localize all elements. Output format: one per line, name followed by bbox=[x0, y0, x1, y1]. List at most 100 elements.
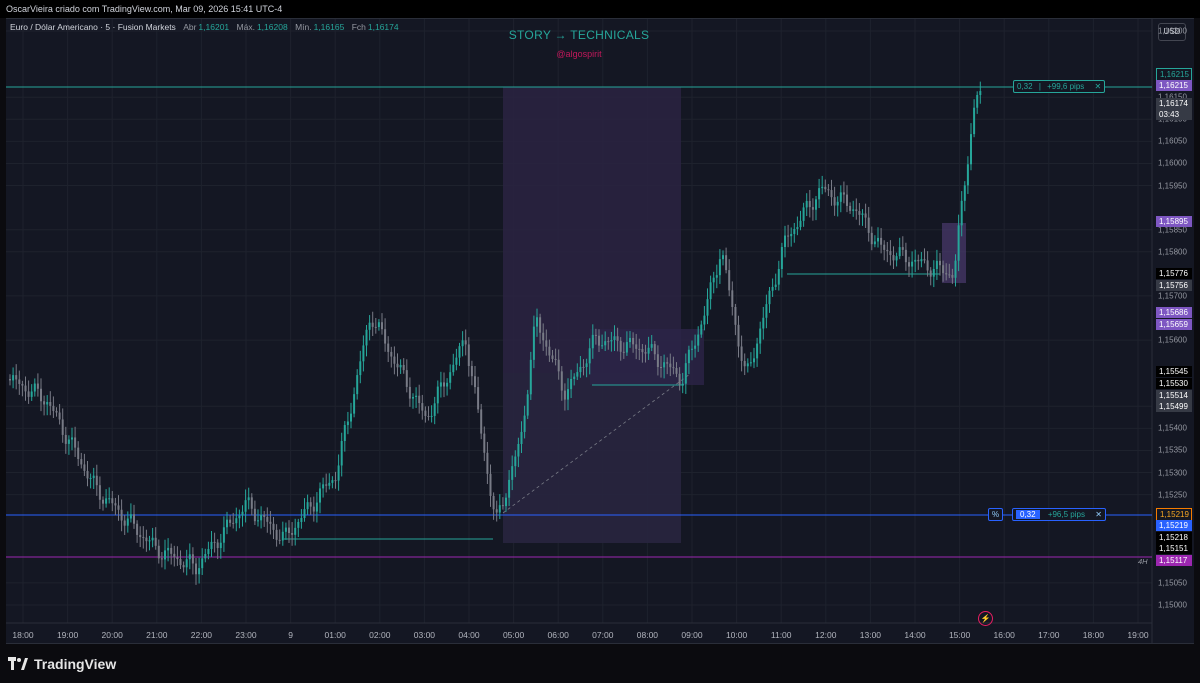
price-label-16215: 1,16215 bbox=[1156, 80, 1192, 91]
price-label-15514: 1,15514 bbox=[1156, 390, 1192, 401]
candle-body bbox=[461, 340, 464, 347]
candle-body bbox=[759, 328, 762, 344]
candle-body bbox=[204, 554, 207, 559]
candle-body bbox=[811, 207, 814, 210]
candle-body bbox=[253, 508, 256, 522]
time-tick-label: 09:00 bbox=[681, 630, 703, 640]
price-tick-label: 1,15300 bbox=[1158, 468, 1187, 478]
candle-body bbox=[412, 396, 414, 399]
candle-body bbox=[346, 421, 349, 426]
candle-body bbox=[616, 336, 619, 341]
candle-body bbox=[855, 209, 858, 212]
candle-body bbox=[377, 322, 380, 328]
candle-body bbox=[89, 478, 92, 480]
candle-body bbox=[694, 345, 697, 349]
candle-body bbox=[883, 244, 886, 250]
time-tick-label: 15:00 bbox=[948, 630, 971, 640]
time-tick-label: 01:00 bbox=[324, 630, 346, 640]
candle-body bbox=[102, 499, 104, 504]
candle-body bbox=[768, 290, 771, 305]
candle-body bbox=[247, 497, 250, 501]
alert-bottom-qty: 0,32 bbox=[1016, 510, 1040, 519]
candle-body bbox=[700, 324, 703, 335]
candle-body bbox=[402, 364, 405, 371]
candle-body bbox=[567, 389, 569, 400]
candle-body bbox=[582, 366, 585, 368]
tradingview-mark-icon bbox=[8, 657, 28, 670]
candle-body bbox=[827, 189, 830, 191]
candle-body bbox=[598, 335, 600, 346]
price-plot[interactable] bbox=[6, 19, 1192, 643]
current-price: 1,16174 bbox=[1159, 99, 1188, 108]
candle-body bbox=[771, 286, 774, 291]
candle-body bbox=[126, 518, 129, 526]
session-box-upper bbox=[503, 87, 681, 373]
candle-body bbox=[954, 260, 957, 278]
candle-body bbox=[284, 527, 287, 532]
candle-body bbox=[269, 521, 272, 524]
time-tick-label: 11:00 bbox=[770, 630, 792, 640]
candle-body bbox=[526, 394, 529, 416]
candle-body bbox=[291, 532, 294, 535]
lightning-icon[interactable]: ⚡ bbox=[978, 611, 993, 626]
candle-body bbox=[895, 256, 898, 261]
candle-body bbox=[43, 401, 46, 405]
candle-body bbox=[762, 317, 765, 329]
candle-body bbox=[687, 349, 690, 364]
footer: TradingView bbox=[0, 644, 1200, 683]
high-label: Máx. bbox=[236, 22, 255, 32]
alert-bottom-close-icon[interactable]: ✕ bbox=[1095, 510, 1102, 519]
candle-body bbox=[207, 548, 210, 555]
candle-body bbox=[821, 186, 824, 189]
candle-body bbox=[464, 340, 467, 345]
currency-button[interactable]: USD bbox=[1158, 23, 1186, 41]
candle-body bbox=[49, 401, 52, 406]
time-tick-label: 03:00 bbox=[413, 630, 436, 640]
candle-body bbox=[415, 395, 418, 397]
time-tick-label: 22:00 bbox=[190, 630, 213, 640]
candle-body bbox=[706, 299, 709, 316]
candle-body bbox=[715, 275, 718, 278]
alert-top-close-icon[interactable]: ✕ bbox=[1094, 82, 1102, 91]
candle-body bbox=[957, 225, 960, 261]
candle-body bbox=[170, 547, 173, 554]
candle-body bbox=[64, 434, 67, 444]
candle-body bbox=[371, 322, 374, 327]
candle-body bbox=[629, 337, 631, 343]
target-alert-bottom[interactable]: 0,32 +96,5 pips ✕ bbox=[1012, 508, 1106, 521]
candle-body bbox=[213, 541, 216, 543]
candle-body bbox=[272, 523, 275, 530]
candle-body bbox=[545, 340, 548, 347]
price-label-15530: 1,15530 bbox=[1156, 378, 1192, 389]
candle-body bbox=[436, 386, 439, 404]
timeframe-tag: 4H bbox=[1138, 557, 1148, 566]
candle-body bbox=[675, 367, 678, 374]
candle-body bbox=[55, 410, 58, 413]
target-alert-top[interactable]: 0,32 | +99,6 pips ✕ bbox=[1013, 80, 1106, 93]
candle-body bbox=[40, 388, 42, 402]
candle-body bbox=[334, 480, 337, 482]
candle-body bbox=[607, 341, 610, 343]
candle-body bbox=[179, 559, 182, 566]
chart-area[interactable]: Euro / Dólar Americano · 5 · Fusion Mark… bbox=[6, 18, 1194, 644]
percent-button[interactable]: % bbox=[988, 508, 1004, 521]
tradingview-logo[interactable]: TradingView bbox=[8, 656, 116, 672]
candle-body bbox=[691, 348, 693, 350]
candle-body bbox=[123, 520, 126, 526]
candle-body bbox=[824, 186, 827, 190]
candle-body bbox=[948, 274, 951, 276]
candle-body bbox=[718, 259, 721, 276]
symbol-name: Euro / Dólar Americano · 5 · Fusion Mark… bbox=[10, 22, 176, 32]
candle-body bbox=[979, 91, 982, 95]
candle-body bbox=[842, 192, 845, 195]
candle-body bbox=[703, 315, 706, 325]
candle-body bbox=[275, 529, 278, 540]
candle-body bbox=[381, 322, 383, 330]
candle-body bbox=[554, 358, 557, 360]
time-tick-label: 10:00 bbox=[725, 630, 748, 640]
time-tick-label: 18:00 bbox=[1082, 630, 1105, 640]
candle-body bbox=[142, 537, 145, 539]
candle-body bbox=[430, 415, 433, 417]
candle-body bbox=[278, 539, 281, 541]
candle-body bbox=[219, 542, 222, 549]
